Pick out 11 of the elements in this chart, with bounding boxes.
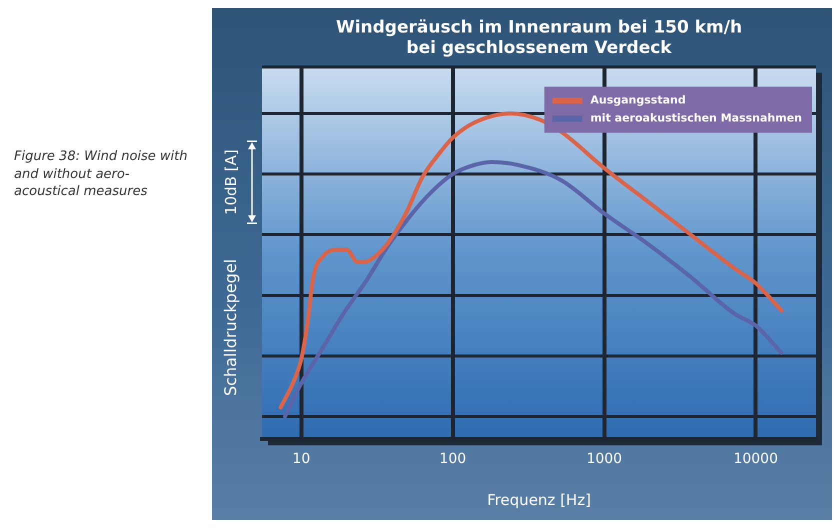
x-tick-label: 10000 bbox=[733, 451, 778, 468]
chart-title: Windgeräusch im Innenraum bei 150 km/h bei geschlossenem Verdeck bbox=[336, 18, 742, 58]
legend-label: Ausgangsstand bbox=[590, 94, 686, 107]
text: 10dB [A] bbox=[222, 149, 240, 216]
x-tick-label: 1000 bbox=[586, 451, 622, 468]
legend-label: mit aeroakustischen Massnahmen bbox=[590, 112, 802, 125]
y-axis-title: Schalldruckpegel bbox=[221, 258, 240, 396]
x-axis-title: Frequenz [Hz] bbox=[487, 490, 591, 509]
caption: Figure 38: Wind noise with and without aero-acoustical measures bbox=[14, 148, 188, 201]
x-tick-label: 100 bbox=[439, 451, 466, 468]
x-tick-label: 10 bbox=[292, 451, 310, 468]
